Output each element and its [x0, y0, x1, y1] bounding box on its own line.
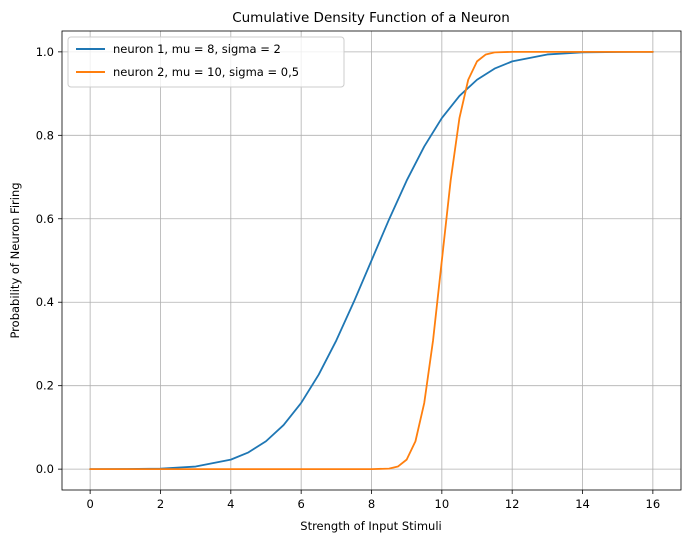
y-axis-label: Probability of Neuron Firing	[8, 182, 22, 338]
y-tick-label: 0.0	[36, 462, 54, 476]
x-tick-label: 16	[646, 497, 661, 511]
legend-label-neuron-1: neuron 1, mu = 8, sigma = 2	[113, 42, 281, 56]
ticks: 0 2 4 6 8 10 12 14 16 0.0 0.2 0.4 0.6 0.8 1.0	[36, 45, 660, 511]
legend-box	[67, 36, 345, 88]
x-tick-label: 6	[297, 497, 304, 511]
legend-label-neuron-2: neuron 2, mu = 10, sigma = 0,5	[113, 65, 299, 79]
x-tick-label: 8	[368, 497, 375, 511]
x-tick-label: 4	[227, 497, 234, 511]
chart-title: Cumulative Density Function of a Neuron	[232, 10, 510, 26]
x-axis-label: Strength of Input Stimuli	[300, 519, 441, 533]
series-line-neuron-2	[89, 50, 654, 471]
x-tick-label: 10	[435, 497, 450, 511]
y-tick-label: 0.8	[36, 128, 54, 142]
x-tick-label: 12	[505, 497, 520, 511]
y-tick-label: 0.6	[36, 212, 54, 226]
series-line-neuron-1	[89, 50, 654, 471]
x-tick-label: 2	[157, 497, 164, 511]
y-tick-label: 1.0	[36, 45, 54, 59]
x-tick-label: 0	[86, 497, 93, 511]
y-tick-label: 0.2	[36, 379, 54, 393]
legend: neuron 1, mu = 8, sigma = 2 neuron 2, mu…	[67, 36, 345, 88]
x-tick-label: 14	[575, 497, 590, 511]
y-tick-label: 0.4	[36, 295, 54, 309]
series-lines	[89, 50, 654, 471]
